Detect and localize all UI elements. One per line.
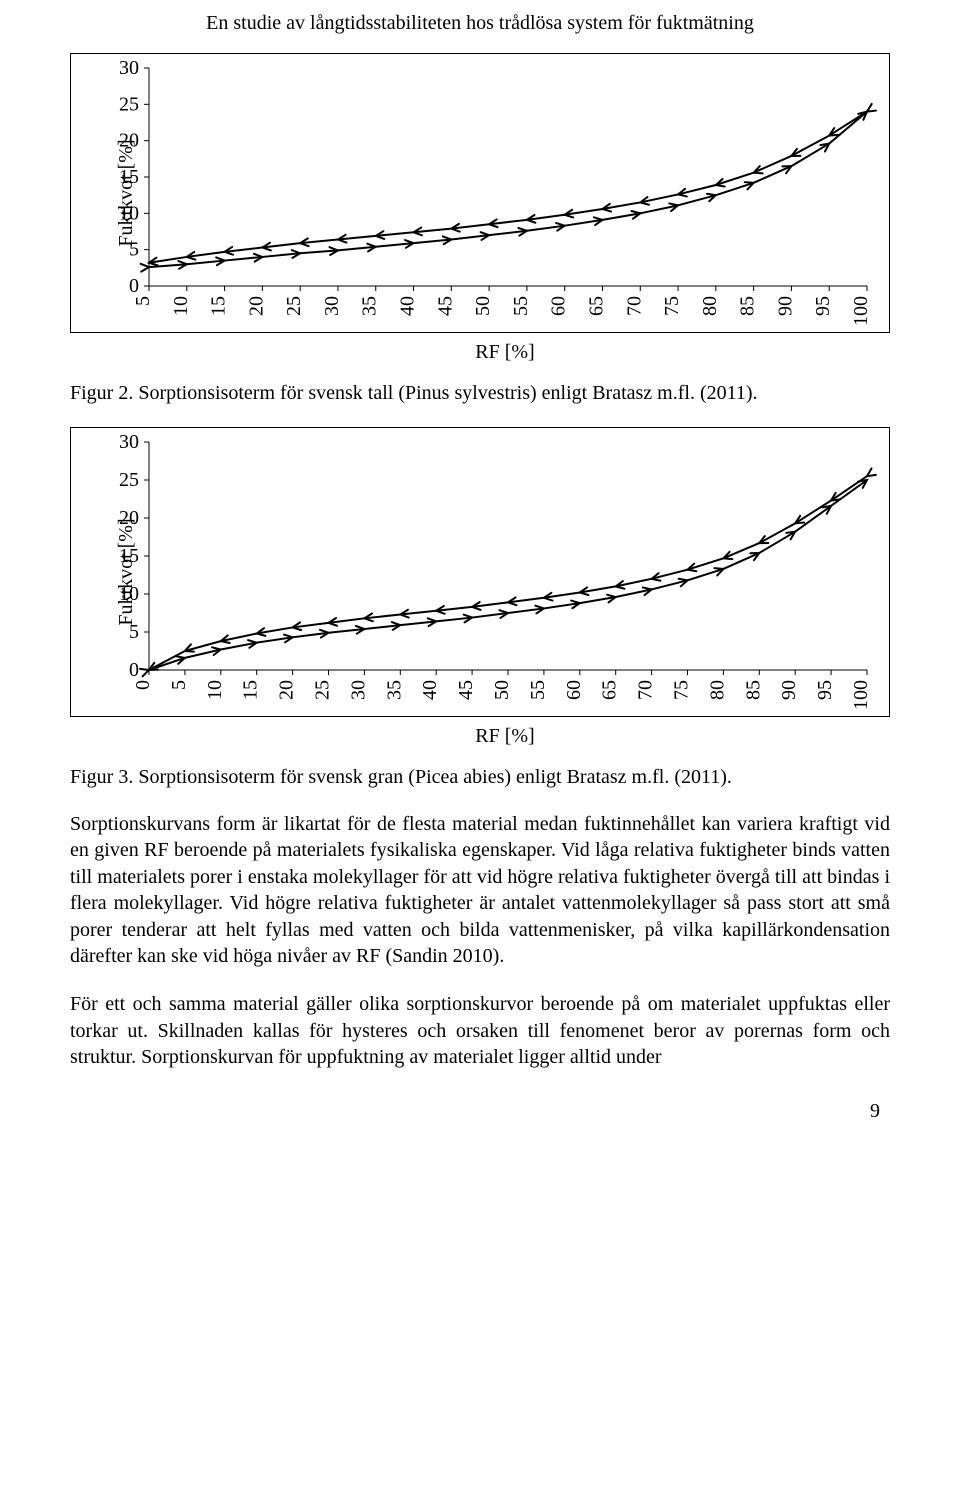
svg-text:90: 90 — [774, 296, 796, 316]
svg-text:20: 20 — [119, 507, 139, 529]
paragraph-2: För ett och samma material gäller olika … — [70, 991, 890, 1070]
svg-text:50: 50 — [472, 296, 494, 316]
chart2-x-label: RF [%] — [120, 725, 890, 748]
svg-text:30: 30 — [347, 680, 369, 700]
svg-text:15: 15 — [119, 166, 139, 188]
chart-figure-2: Fuktkvot [%] 051015202530510152025303540… — [70, 53, 890, 333]
svg-text:15: 15 — [208, 296, 230, 316]
svg-text:55: 55 — [510, 296, 532, 316]
svg-text:45: 45 — [434, 296, 456, 316]
svg-text:55: 55 — [527, 680, 549, 700]
svg-text:60: 60 — [563, 680, 585, 700]
svg-text:30: 30 — [321, 296, 343, 316]
svg-text:85: 85 — [742, 680, 764, 700]
page-container: En studie av långtidsstabiliteten hos tr… — [0, 0, 960, 1133]
svg-text:100: 100 — [850, 680, 872, 710]
running-head: En studie av långtidsstabiliteten hos tr… — [70, 12, 890, 35]
svg-text:75: 75 — [661, 296, 683, 316]
caption-figure-3: Figur 3. Sorptionsisoterm för svensk gra… — [70, 766, 890, 789]
svg-text:25: 25 — [119, 93, 139, 115]
svg-text:20: 20 — [119, 130, 139, 152]
svg-text:60: 60 — [548, 296, 570, 316]
svg-text:65: 65 — [585, 296, 607, 316]
svg-text:0: 0 — [129, 275, 139, 297]
svg-text:35: 35 — [383, 680, 405, 700]
svg-text:30: 30 — [119, 431, 139, 453]
svg-text:10: 10 — [170, 296, 192, 316]
svg-text:75: 75 — [671, 680, 693, 700]
svg-text:30: 30 — [119, 57, 139, 79]
svg-text:45: 45 — [455, 680, 477, 700]
svg-text:5: 5 — [129, 621, 139, 643]
svg-text:95: 95 — [812, 296, 834, 316]
chart1-x-label: RF [%] — [120, 341, 890, 364]
paragraph-1: Sorptionskurvans form är likartat för de… — [70, 811, 890, 969]
page-number: 9 — [870, 1100, 880, 1123]
caption-figure-2: Figur 2. Sorptionsisoterm för svensk tal… — [70, 382, 890, 405]
svg-text:0: 0 — [129, 659, 139, 681]
svg-text:50: 50 — [491, 680, 513, 700]
svg-text:85: 85 — [737, 296, 759, 316]
svg-text:25: 25 — [312, 680, 334, 700]
svg-text:40: 40 — [419, 680, 441, 700]
svg-text:25: 25 — [283, 296, 305, 316]
svg-text:95: 95 — [814, 680, 836, 700]
svg-text:10: 10 — [204, 680, 226, 700]
svg-text:70: 70 — [623, 296, 645, 316]
svg-text:35: 35 — [359, 296, 381, 316]
svg-text:40: 40 — [397, 296, 419, 316]
svg-text:10: 10 — [119, 202, 139, 224]
svg-text:100: 100 — [850, 296, 872, 326]
svg-text:90: 90 — [778, 680, 800, 700]
svg-text:65: 65 — [599, 680, 621, 700]
svg-text:5: 5 — [168, 680, 190, 690]
svg-text:5: 5 — [129, 239, 139, 261]
svg-text:80: 80 — [706, 680, 728, 700]
svg-text:0: 0 — [132, 680, 154, 690]
svg-text:20: 20 — [276, 680, 298, 700]
svg-text:20: 20 — [245, 296, 267, 316]
svg-text:80: 80 — [699, 296, 721, 316]
svg-text:70: 70 — [635, 680, 657, 700]
svg-text:15: 15 — [240, 680, 262, 700]
chart-figure-3: Fuktkvot [%] 051015202530051015202530354… — [70, 427, 890, 717]
svg-text:25: 25 — [119, 469, 139, 491]
svg-text:5: 5 — [132, 296, 154, 306]
svg-text:10: 10 — [119, 583, 139, 605]
svg-text:15: 15 — [119, 545, 139, 567]
